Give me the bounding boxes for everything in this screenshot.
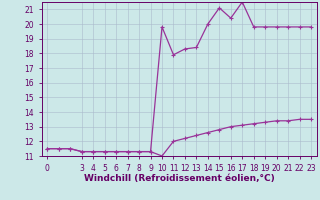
X-axis label: Windchill (Refroidissement éolien,°C): Windchill (Refroidissement éolien,°C) xyxy=(84,174,275,183)
